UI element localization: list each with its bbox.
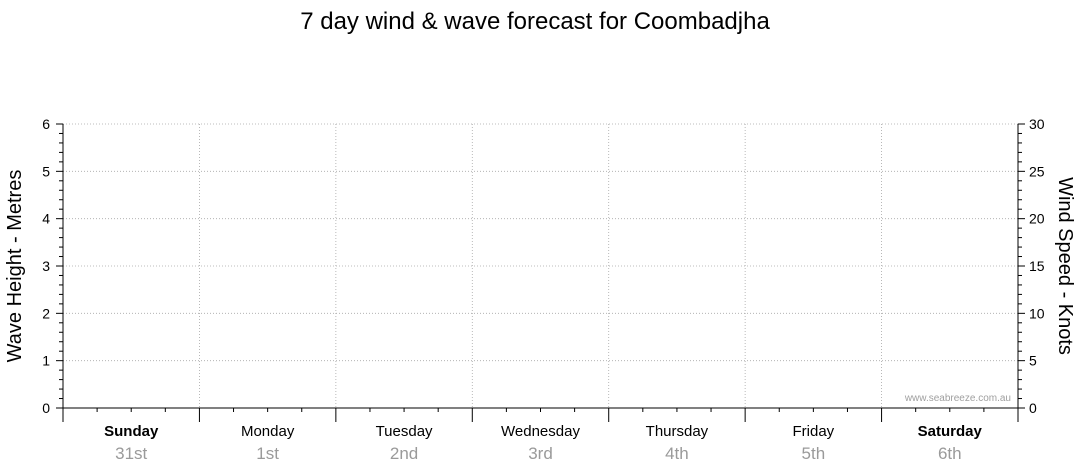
day-labels: Sunday 31st Monday 1st Tuesday 2nd Wednesday 3r… [104, 423, 982, 463]
y-right-tick-label: 25 [1029, 163, 1045, 179]
day-name-label: Saturday [918, 423, 983, 440]
y-left-tick-label: 3 [42, 258, 50, 274]
day-date-label: 1st [256, 444, 279, 463]
day-name-label: Friday [793, 423, 835, 440]
day-date-label: 2nd [390, 444, 418, 463]
y-left-tick-label: 2 [42, 305, 50, 321]
y-left-tick-label: 0 [42, 400, 50, 416]
day-name-label: Sunday [104, 423, 159, 440]
y-left-tick-label: 5 [42, 163, 50, 179]
y-right-tick-label: 15 [1029, 258, 1045, 274]
day-name-label: Monday [241, 423, 295, 440]
y-right-tick-label: 30 [1029, 116, 1045, 132]
day-date-label: 6th [938, 444, 962, 463]
y-right-tick-label: 20 [1029, 211, 1045, 227]
tick-labels: 0 1 2 3 4 5 6 0 5 10 15 20 25 30 [42, 116, 1045, 416]
day-name-label: Thursday [646, 423, 709, 440]
chart-title: 7 day wind & wave forecast for Coombadjh… [300, 8, 770, 35]
y-right-tick-label: 5 [1029, 353, 1037, 369]
y-axis-left-title: Wave Height - Metres [4, 170, 26, 363]
day-name-label: Wednesday [501, 423, 580, 440]
watermark: www.seabreeze.com.au [904, 393, 1011, 404]
y-axis-right-title: Wind Speed - Knots [1054, 177, 1076, 355]
day-date-label: 5th [802, 444, 826, 463]
y-right-tick-label: 0 [1029, 400, 1037, 416]
y-left-tick-label: 4 [42, 211, 50, 227]
y-left-tick-label: 1 [42, 353, 50, 369]
y-left-tick-label: 6 [42, 116, 50, 132]
day-date-label: 4th [665, 444, 689, 463]
day-date-label: 3rd [528, 444, 553, 463]
y-right-tick-label: 10 [1029, 305, 1045, 321]
day-name-label: Tuesday [376, 423, 433, 440]
axes [56, 123, 1025, 422]
grid [63, 123, 1018, 408]
day-date-label: 31st [115, 444, 147, 463]
